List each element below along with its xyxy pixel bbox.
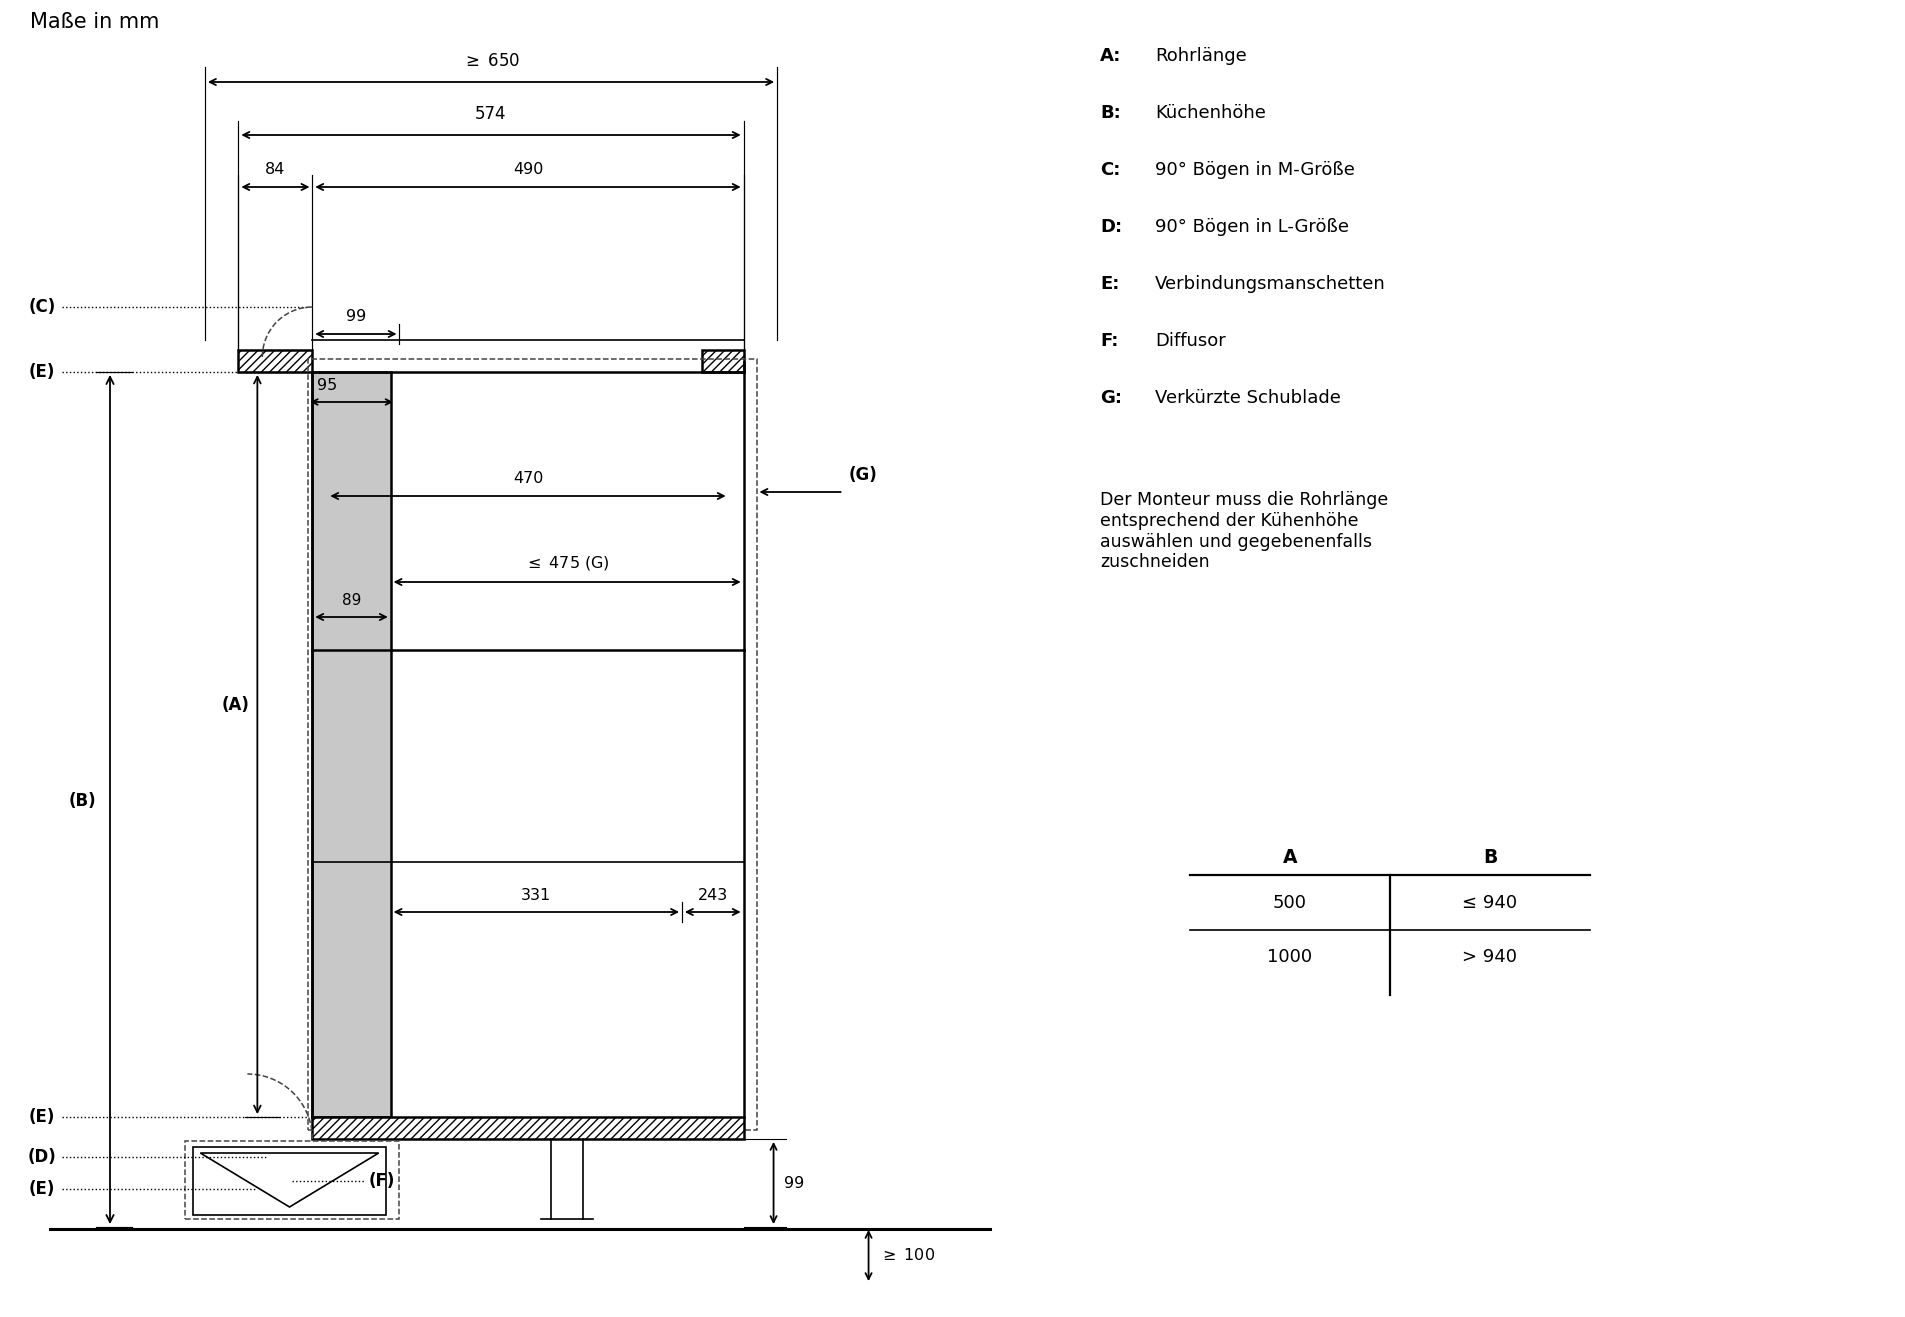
Text: Küchenhöhe: Küchenhöhe (1154, 104, 1267, 122)
Bar (185, 1141, 398, 1220)
Text: 470: 470 (512, 471, 543, 486)
Text: B: B (1482, 848, 1497, 867)
Text: G:: G: (1099, 389, 1122, 407)
Text: 90° Bögen in M-Größe: 90° Bögen in M-Größe (1154, 161, 1354, 179)
Text: (B): (B) (69, 792, 95, 810)
Text: ≤ 940: ≤ 940 (1463, 893, 1518, 911)
Text: Maße in mm: Maße in mm (30, 12, 160, 32)
Text: (C): (C) (29, 298, 55, 316)
Text: 84: 84 (265, 162, 286, 176)
Bar (312, 1117, 743, 1139)
Text: 90° Bögen in L-Größe: 90° Bögen in L-Größe (1154, 219, 1349, 236)
Text: 500: 500 (1273, 893, 1307, 911)
Text: (D): (D) (29, 1148, 57, 1166)
Text: 243: 243 (697, 888, 728, 903)
Text: 331: 331 (522, 888, 551, 903)
Text: 99: 99 (347, 309, 366, 324)
Text: Diffusor: Diffusor (1154, 332, 1225, 350)
Text: F:: F: (1099, 332, 1118, 350)
Text: E:: E: (1099, 275, 1120, 292)
Text: Rohrlänge: Rohrlänge (1154, 47, 1246, 65)
Bar (309, 360, 756, 1130)
Text: (E): (E) (29, 1180, 55, 1198)
Text: 99: 99 (783, 1176, 804, 1191)
Text: A: A (1282, 848, 1297, 867)
Text: B:: B: (1099, 104, 1120, 122)
Text: (E): (E) (29, 1108, 55, 1126)
Text: Der Monteur muss die Rohrlänge
entsprechend der Kühenhöhe
auswählen und gegebene: Der Monteur muss die Rohrlänge entsprech… (1099, 491, 1389, 572)
Text: Verkürzte Schublade: Verkürzte Schublade (1154, 389, 1341, 407)
Text: 490: 490 (512, 162, 543, 176)
Bar (238, 350, 312, 371)
Text: $\geq$ 100: $\geq$ 100 (878, 1247, 935, 1263)
Text: 95: 95 (318, 378, 337, 392)
Text: 89: 89 (341, 593, 362, 608)
Text: (G): (G) (848, 466, 878, 485)
Text: D:: D: (1099, 219, 1122, 236)
Text: (E): (E) (29, 363, 55, 381)
Text: Verbindungsmanschetten: Verbindungsmanschetten (1154, 275, 1385, 292)
Bar (312, 371, 391, 1117)
Text: $\geq$ 650: $\geq$ 650 (461, 51, 520, 70)
Text: 1000: 1000 (1267, 948, 1313, 967)
Bar (194, 1147, 385, 1216)
Text: (F): (F) (368, 1172, 394, 1191)
Text: (A): (A) (221, 695, 250, 714)
Text: 574: 574 (474, 105, 507, 122)
Text: $\leq$ 475 (G): $\leq$ 475 (G) (524, 554, 610, 572)
Bar (701, 350, 743, 371)
Text: C:: C: (1099, 161, 1120, 179)
Text: A:: A: (1099, 47, 1122, 65)
Text: > 940: > 940 (1463, 948, 1518, 967)
